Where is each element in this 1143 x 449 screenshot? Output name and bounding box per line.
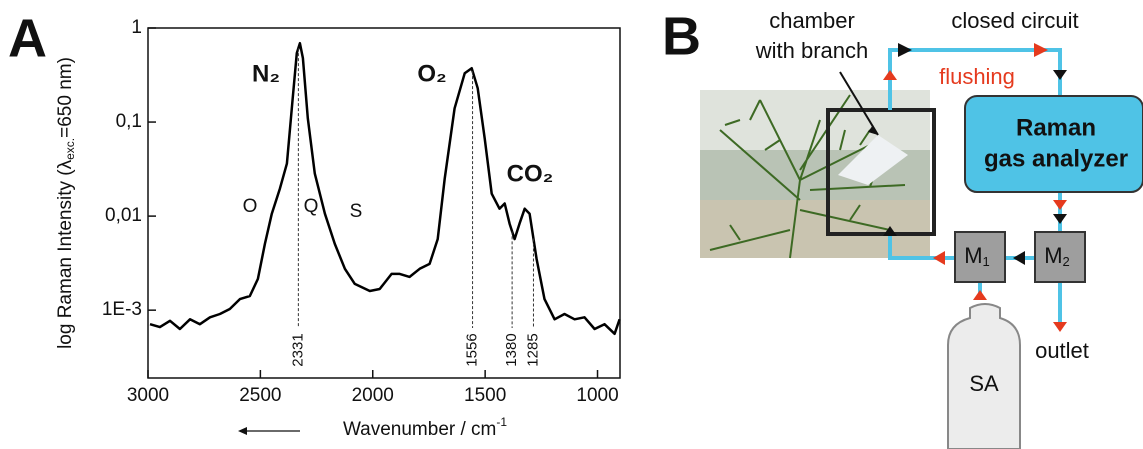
annotation: O₂: [417, 60, 446, 87]
peak-label: 1380: [503, 333, 520, 366]
y-axis-label: log Raman Intensity (λexc.=650 nm): [55, 57, 77, 349]
x-tick-label: 2000: [352, 385, 394, 406]
circuit-label: closed circuit: [951, 8, 1078, 33]
annotation: S: [350, 201, 363, 222]
peak-label: 1285: [524, 333, 541, 366]
m1-label: 1: [983, 254, 990, 269]
x-tick-label: 3000: [127, 385, 169, 406]
plot-frame: [147, 27, 621, 379]
annotation: N₂: [252, 60, 280, 87]
flushing-label: flushing: [939, 64, 1015, 89]
y-tick-label: 1E-3: [102, 299, 142, 320]
chamber-label: chamber: [769, 8, 855, 33]
x-axis-label: -1: [496, 415, 507, 429]
flow-arrows: [883, 43, 1067, 332]
analyzer-box: [964, 95, 1143, 193]
y-tick-label: 1: [131, 17, 142, 38]
m2-box: [1034, 231, 1086, 283]
m1-box: [954, 231, 1006, 283]
x-tick-label: 2500: [239, 385, 281, 406]
chamber-box: [826, 108, 936, 236]
diagram: chamber with branch closed circuit flush…: [700, 8, 1143, 449]
panel-label: B: [662, 6, 701, 66]
pointer-head: [868, 125, 878, 135]
x-axis-label: Wavenumber / cm: [343, 419, 496, 440]
analyzer-label: gas analyzer: [984, 145, 1128, 172]
annotation: CO₂: [507, 160, 554, 187]
panel-label: A: [8, 8, 47, 68]
x-tick-label: 1000: [576, 385, 618, 406]
gas-bottle: [947, 303, 1021, 449]
source-label: SA: [969, 371, 999, 396]
direction-arrow: [238, 427, 247, 435]
m2-label: 2: [1063, 254, 1070, 269]
y-axis-label: =650 nm): [55, 57, 76, 138]
y-axis-label: exc.: [63, 138, 77, 160]
annotation: O: [243, 196, 258, 217]
m2-label: M: [1044, 243, 1062, 268]
y-tick-label: 0,1: [116, 111, 142, 132]
peak-label: 1556: [464, 333, 481, 366]
m1-label: M: [964, 243, 982, 268]
m2-label: M2: [1044, 243, 1070, 270]
x-axis-label: Wavenumber / cm-1: [343, 415, 507, 440]
m1-label: M1: [964, 243, 990, 270]
peak-label: 2331: [289, 333, 306, 366]
x-tick-label: 1500: [464, 385, 506, 406]
annotation: Q: [304, 196, 319, 217]
chart: 1 0,1 0,01 1E-3 3000 2500 2000 1500 1000 Wavenumb…: [55, 17, 621, 440]
chamber-label: with branch: [755, 38, 869, 63]
y-tick-label: 0,01: [105, 205, 142, 226]
y-axis-label: log Raman Intensity (λ: [55, 159, 76, 349]
spectrum-line: [149, 41, 621, 336]
analyzer-label: Raman: [1016, 114, 1096, 141]
pointer: [839, 71, 879, 136]
outlet-label: outlet: [1035, 338, 1089, 363]
